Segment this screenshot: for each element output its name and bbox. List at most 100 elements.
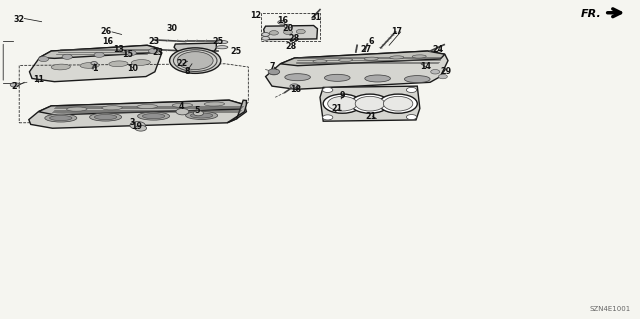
Circle shape bbox=[62, 54, 72, 59]
Ellipse shape bbox=[137, 104, 157, 109]
Ellipse shape bbox=[365, 75, 390, 82]
Text: 31: 31 bbox=[310, 13, 321, 22]
Ellipse shape bbox=[67, 107, 87, 111]
Text: 23: 23 bbox=[148, 37, 159, 46]
Text: 27: 27 bbox=[360, 45, 372, 54]
Text: 11: 11 bbox=[33, 75, 44, 84]
Circle shape bbox=[177, 52, 213, 70]
Ellipse shape bbox=[285, 74, 310, 81]
Text: 26: 26 bbox=[100, 27, 111, 36]
Text: 5: 5 bbox=[195, 106, 200, 115]
Circle shape bbox=[323, 115, 333, 120]
Ellipse shape bbox=[102, 106, 122, 110]
Circle shape bbox=[193, 111, 204, 116]
Circle shape bbox=[10, 83, 19, 87]
Circle shape bbox=[38, 56, 49, 62]
Text: 12: 12 bbox=[250, 11, 262, 20]
Text: 28: 28 bbox=[289, 34, 300, 43]
Text: 1: 1 bbox=[92, 64, 97, 73]
Polygon shape bbox=[266, 51, 448, 89]
Circle shape bbox=[323, 94, 362, 113]
Ellipse shape bbox=[364, 57, 378, 60]
Ellipse shape bbox=[45, 114, 77, 122]
Text: 20: 20 bbox=[282, 24, 294, 33]
Ellipse shape bbox=[313, 60, 327, 63]
Circle shape bbox=[269, 31, 278, 35]
Circle shape bbox=[176, 108, 189, 115]
Circle shape bbox=[262, 36, 269, 40]
Ellipse shape bbox=[80, 63, 99, 68]
Polygon shape bbox=[280, 51, 445, 66]
Ellipse shape bbox=[172, 103, 193, 108]
Circle shape bbox=[148, 48, 159, 54]
Polygon shape bbox=[40, 45, 159, 58]
Text: 22: 22 bbox=[177, 59, 188, 68]
Ellipse shape bbox=[390, 56, 404, 59]
Ellipse shape bbox=[216, 46, 228, 49]
Circle shape bbox=[91, 62, 97, 65]
Text: 32: 32 bbox=[13, 15, 25, 24]
Circle shape bbox=[431, 70, 440, 74]
Circle shape bbox=[262, 33, 269, 36]
Text: FR.: FR. bbox=[581, 9, 602, 19]
Ellipse shape bbox=[90, 113, 122, 121]
Ellipse shape bbox=[216, 41, 228, 44]
Polygon shape bbox=[29, 45, 161, 82]
Circle shape bbox=[355, 96, 385, 111]
Text: 23: 23 bbox=[152, 48, 164, 57]
Ellipse shape bbox=[51, 64, 70, 70]
Circle shape bbox=[290, 84, 299, 88]
Ellipse shape bbox=[109, 61, 128, 67]
Text: 3: 3 bbox=[130, 118, 135, 127]
Circle shape bbox=[170, 48, 221, 73]
Circle shape bbox=[406, 115, 417, 120]
Circle shape bbox=[351, 94, 389, 113]
Text: 4: 4 bbox=[179, 102, 184, 111]
Ellipse shape bbox=[324, 74, 350, 81]
Circle shape bbox=[130, 122, 145, 129]
Text: 14: 14 bbox=[420, 63, 431, 71]
Text: 17: 17 bbox=[391, 27, 403, 36]
Text: 7: 7 bbox=[269, 63, 275, 71]
Circle shape bbox=[383, 96, 413, 111]
Text: 8: 8 bbox=[184, 67, 189, 76]
Circle shape bbox=[284, 30, 292, 34]
Circle shape bbox=[328, 96, 357, 111]
Text: 13: 13 bbox=[113, 45, 124, 54]
Circle shape bbox=[268, 69, 280, 75]
Text: 29: 29 bbox=[440, 67, 452, 76]
Text: 2: 2 bbox=[12, 82, 17, 91]
Polygon shape bbox=[227, 100, 246, 123]
Text: 25: 25 bbox=[230, 47, 241, 56]
Text: 24: 24 bbox=[433, 45, 444, 54]
Polygon shape bbox=[38, 100, 244, 115]
Text: 28: 28 bbox=[285, 42, 297, 51]
Ellipse shape bbox=[339, 58, 353, 62]
Text: 30: 30 bbox=[166, 24, 177, 33]
Text: 15: 15 bbox=[122, 50, 134, 59]
Text: 6: 6 bbox=[369, 37, 374, 46]
Text: SZN4E1001: SZN4E1001 bbox=[589, 306, 630, 312]
Text: 16: 16 bbox=[102, 37, 113, 46]
Circle shape bbox=[438, 74, 447, 79]
Circle shape bbox=[296, 29, 305, 34]
Text: 25: 25 bbox=[212, 37, 223, 46]
Ellipse shape bbox=[143, 114, 165, 119]
Text: 21: 21 bbox=[332, 104, 343, 113]
Circle shape bbox=[284, 24, 292, 28]
Text: 16: 16 bbox=[277, 16, 289, 25]
Polygon shape bbox=[320, 86, 420, 121]
Text: 9: 9 bbox=[340, 91, 345, 100]
Ellipse shape bbox=[186, 112, 218, 120]
Circle shape bbox=[379, 94, 417, 113]
Text: 21: 21 bbox=[365, 112, 377, 121]
Circle shape bbox=[269, 70, 278, 75]
Circle shape bbox=[126, 50, 136, 56]
Ellipse shape bbox=[138, 112, 170, 120]
Text: 19: 19 bbox=[131, 122, 142, 130]
Circle shape bbox=[323, 87, 333, 93]
Polygon shape bbox=[29, 100, 246, 128]
Polygon shape bbox=[174, 43, 216, 51]
Circle shape bbox=[94, 52, 104, 57]
Ellipse shape bbox=[191, 113, 212, 118]
